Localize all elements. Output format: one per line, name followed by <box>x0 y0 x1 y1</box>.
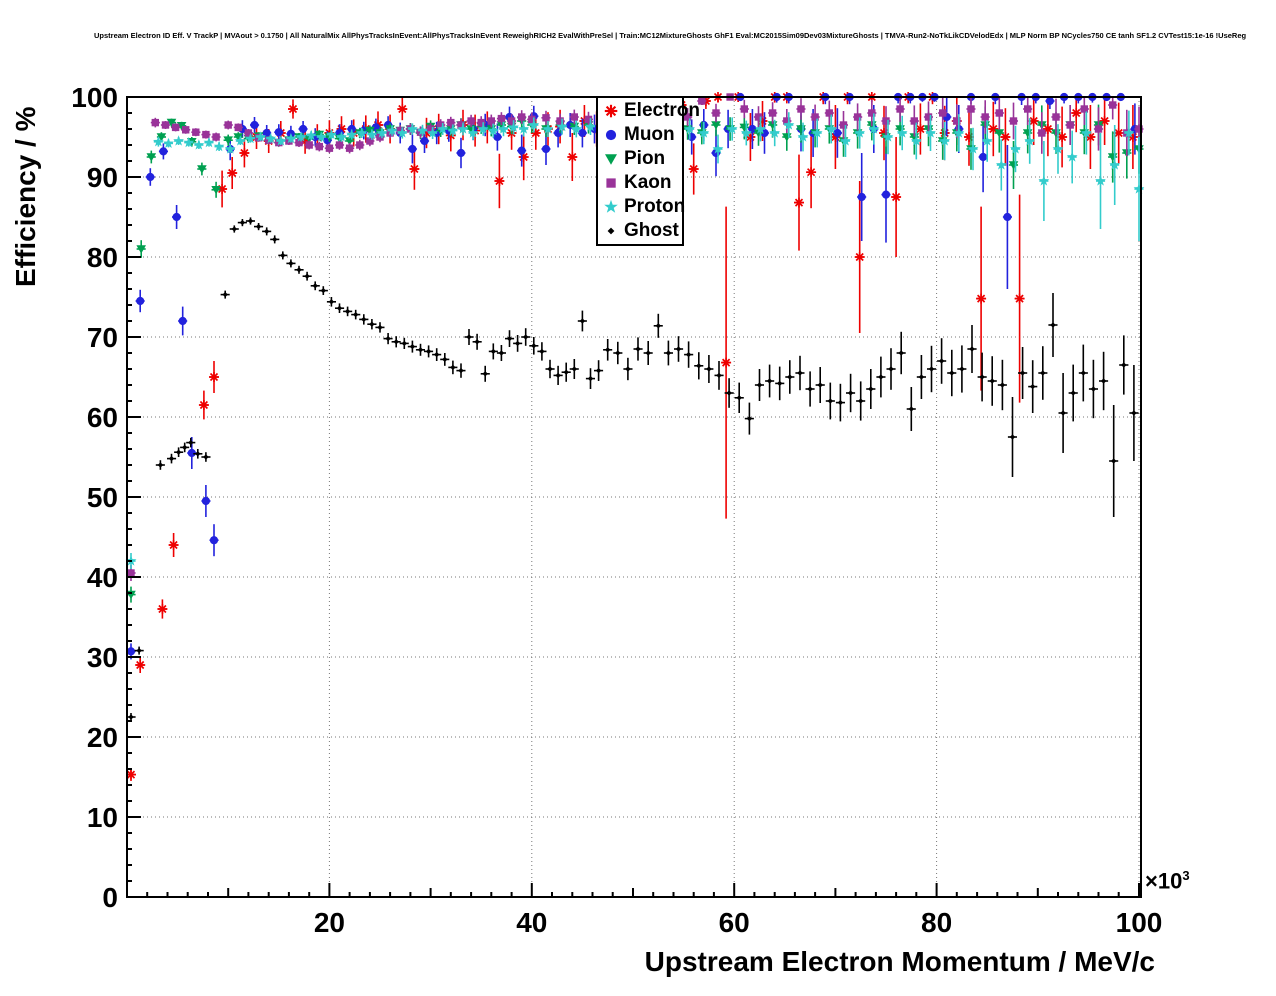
legend-label-kaon: Kaon <box>624 172 672 193</box>
legend-label-proton: Proton <box>624 196 686 217</box>
svg-text:80: 80 <box>921 907 952 938</box>
svg-text:40: 40 <box>87 562 118 593</box>
legend-item-kaon: Kaon <box>598 171 682 195</box>
legend-label-ghost: Ghost <box>624 220 679 241</box>
svg-text:30: 30 <box>87 642 118 673</box>
plot-title: Upstream Electron ID Eff. V TrackP | MVA… <box>94 31 1247 40</box>
svg-text:60: 60 <box>87 402 118 433</box>
svg-text:20: 20 <box>314 907 345 938</box>
legend-marker-kaon-icon <box>606 178 616 188</box>
svg-text:50: 50 <box>87 482 118 513</box>
series-ghost <box>126 217 1139 721</box>
legend-item-pion: Pion <box>598 147 682 171</box>
x-axis-multiplier-base: ×10 <box>1145 868 1183 894</box>
legend-item-ghost: Ghost <box>598 219 682 243</box>
legend-item-electron: Electron <box>598 99 700 123</box>
legend-marker-proton-icon <box>604 199 618 213</box>
svg-text:100: 100 <box>71 82 118 113</box>
svg-text:100: 100 <box>1116 907 1163 938</box>
x-axis-title: Upstream Electron Momentum / MeV/c <box>644 946 1155 977</box>
svg-text:40: 40 <box>516 907 547 938</box>
legend-label-muon: Muon <box>624 124 675 145</box>
x-axis-multiplier: ×103 <box>1145 868 1190 894</box>
legend-label-electron: Electron <box>624 100 701 121</box>
legend-marker-muon-icon <box>605 129 617 141</box>
svg-text:90: 90 <box>87 162 118 193</box>
gridlines <box>127 97 1141 897</box>
legend-item-proton: Proton <box>598 195 686 219</box>
svg-text:80: 80 <box>87 242 118 273</box>
axis-ticks <box>127 96 1140 897</box>
svg-text:0: 0 <box>102 882 118 913</box>
y-axis-title: Efficiency / % <box>10 106 41 287</box>
svg-text:60: 60 <box>719 907 750 938</box>
svg-text:10: 10 <box>87 802 118 833</box>
legend-marker-pion-icon <box>605 154 617 165</box>
svg-text:70: 70 <box>87 322 118 353</box>
axis-tick-labels: 20 40 60 80 100 0 10 20 30 40 50 60 70 80 90 100 <box>71 82 1162 938</box>
legend-marker-electron-icon <box>604 104 618 118</box>
legend-marker-ghost-icon <box>607 227 615 235</box>
x-axis-multiplier-exp: 3 <box>1182 868 1190 883</box>
legend: Electron Muon Pion Kaon Proton Ghost <box>596 96 700 246</box>
svg-text:20: 20 <box>87 722 118 753</box>
legend-item-muon: Muon <box>598 123 682 147</box>
legend-label-pion: Pion <box>624 148 666 169</box>
